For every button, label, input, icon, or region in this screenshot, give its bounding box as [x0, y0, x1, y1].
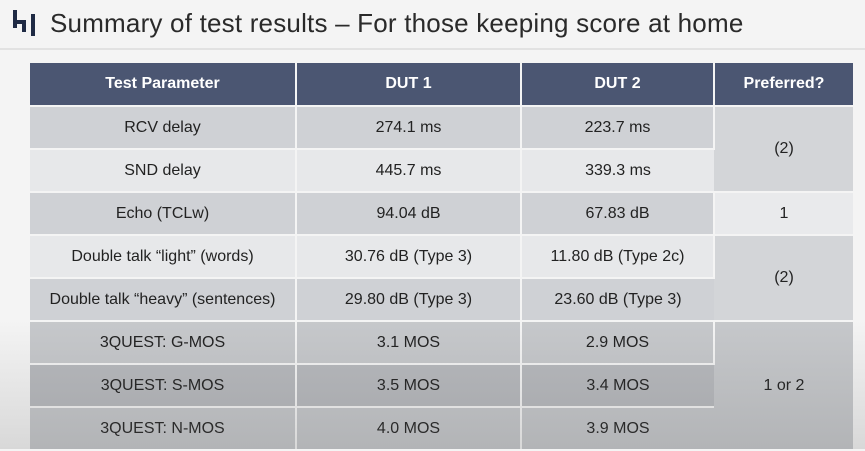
cell-preferred: 1 [714, 192, 853, 236]
cell-dut2: 67.83 dB [521, 192, 715, 236]
table-header-row: Test Parameter DUT 1 DUT 2 Preferred? [30, 63, 853, 107]
cell-dut2: 339.3 ms [521, 149, 714, 193]
table-row: RCV delay 274.1 ms 223.7 ms (2) [30, 106, 853, 193]
cell-preferred: 1 or 2 [714, 321, 853, 451]
cell-dut1: 30.76 dB (Type 3) [296, 235, 522, 279]
cell-dut1: 445.7 ms [296, 149, 522, 193]
cell-param: 3QUEST: G-MOS [30, 321, 297, 365]
header-dut1: DUT 1 [296, 63, 522, 107]
table-row: Double talk “light” (words) 30.76 dB (Ty… [30, 235, 853, 322]
cell-param: SND delay [30, 149, 297, 193]
table-row: SND delay 445.7 ms 339.3 ms [30, 149, 853, 193]
title-divider [0, 48, 865, 50]
table-row: 3QUEST: S-MOS 3.5 MOS 3.4 MOS [30, 364, 853, 408]
cell-dut1: 4.0 MOS [296, 407, 522, 451]
cell-param: Double talk “light” (words) [30, 235, 297, 279]
company-logo-icon [13, 10, 35, 36]
cell-dut1: 274.1 ms [296, 106, 522, 150]
cell-dut2: 2.9 MOS [521, 321, 715, 365]
cell-dut1: 3.1 MOS [296, 321, 522, 365]
results-table: Test Parameter DUT 1 DUT 2 Preferred? RC… [30, 63, 853, 451]
cell-dut2: 223.7 ms [521, 106, 715, 150]
cell-preferred: (2) [714, 106, 853, 193]
cell-dut1: 94.04 dB [296, 192, 522, 236]
table-row: 3QUEST: G-MOS 3.1 MOS 2.9 MOS 1 or 2 [30, 321, 853, 451]
header-preferred: Preferred? [714, 63, 853, 107]
cell-dut1: 29.80 dB (Type 3) [296, 278, 522, 322]
cell-preferred: (2) [714, 235, 853, 322]
table-row: Double talk “heavy” (sentences) 29.80 dB… [30, 278, 853, 322]
cell-param: RCV delay [30, 106, 297, 150]
table-row: 3QUEST: N-MOS 4.0 MOS 3.9 MOS [30, 407, 853, 451]
cell-dut2: 23.60 dB (Type 3) [521, 278, 714, 322]
cell-dut2: 11.80 dB (Type 2c) [521, 235, 715, 279]
cell-param: 3QUEST: S-MOS [30, 364, 297, 408]
cell-param: 3QUEST: N-MOS [30, 407, 297, 451]
header-test-parameter: Test Parameter [30, 63, 297, 107]
slide-title: Summary of test results – For those keep… [50, 8, 744, 38]
cell-param: Double talk “heavy” (sentences) [30, 278, 297, 322]
table-row: Echo (TCLw) 94.04 dB 67.83 dB 1 [30, 192, 853, 236]
cell-dut2: 3.9 MOS [521, 407, 714, 451]
header-dut2: DUT 2 [521, 63, 715, 107]
cell-dut2: 3.4 MOS [521, 364, 714, 408]
cell-dut1: 3.5 MOS [296, 364, 522, 408]
cell-param: Echo (TCLw) [30, 192, 297, 236]
